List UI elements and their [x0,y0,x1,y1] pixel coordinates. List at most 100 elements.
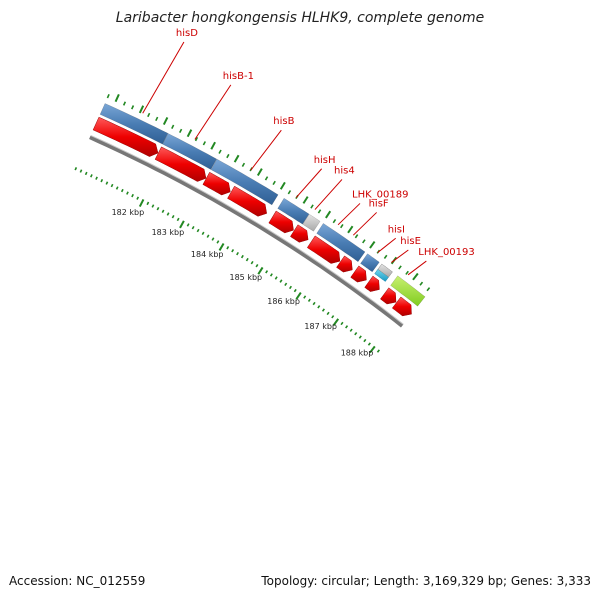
inner-tick [295,292,302,300]
inner-tick [206,234,210,238]
cds-arrow [336,255,353,273]
outer-tick [405,270,409,275]
outer-tick [194,136,199,142]
outer-tick [272,180,276,186]
inner-tick [131,193,134,198]
gene-label: hisE [400,236,421,247]
outer-tick [325,210,332,219]
outer-tick [226,153,230,159]
outer-tick [241,162,246,167]
outer-tick [202,141,207,146]
outer-tick [114,93,120,103]
outer-tick [332,219,337,224]
kbp-label: 188 kbp [341,349,374,358]
gene-leader-line [407,260,427,276]
cds-arrow [350,265,367,283]
outer-tick [131,105,135,110]
outer-tick [179,128,183,134]
inner-tick [376,349,380,353]
inner-tick [100,178,104,183]
cds-arrow [306,235,341,264]
topology-text: Topology: circular; Length: 3,169,329 bp… [261,574,591,588]
outer-tick [383,254,388,259]
inner-tick [84,171,88,176]
outer-tick [264,176,269,181]
inner-tick [146,201,150,206]
outer-tick [419,281,424,286]
cds-arrow [92,116,159,157]
gene-block [390,275,426,307]
inner-tick [367,342,371,346]
backbone-arc [89,135,404,328]
inner-tick [179,220,185,229]
inner-tick [176,217,180,222]
inner-tick [345,325,349,329]
outer-tick [155,116,159,122]
cds-arrow [268,210,294,234]
gene-label: LHK_00193 [418,247,474,258]
inner-tick [288,285,292,290]
inner-tick [171,215,175,219]
inner-tick [354,331,358,336]
gene-leader-line [314,179,343,210]
outer-tick [369,240,376,249]
inner-tick [250,260,254,265]
outer-tick [138,105,145,114]
outer-tick [347,225,354,234]
inner-tick [236,251,239,256]
outer-tick [186,129,193,138]
inner-tick [269,273,273,277]
inner-tick [120,188,124,193]
inner-tick [201,231,205,236]
inner-tick [284,282,288,286]
gene-label: hisI [388,224,405,235]
cds-arrow [391,296,412,317]
inner-tick [274,276,278,280]
gene-block [302,213,321,232]
inner-tick [138,198,145,208]
inner-tick [211,237,215,241]
kbp-label: 183 kbp [152,228,185,237]
inner-tick [332,318,340,326]
kbp-label: 184 kbp [191,250,224,259]
inner-tick [95,176,98,180]
outer-tick [340,224,344,229]
inner-tick [231,248,235,253]
outer-tick [233,154,240,163]
outer-tick [147,112,151,118]
kbp-label: 187 kbp [304,322,337,331]
inner-tick [151,204,155,208]
inner-tick [191,226,195,230]
inner-tick [303,295,307,299]
outer-tick [302,196,309,204]
gene-leader-line [391,249,409,263]
inner-tick [369,345,376,354]
gene-label: hisF [369,198,389,209]
gene-block [99,103,169,145]
inner-tick [166,212,170,216]
cds-arrow [154,146,207,182]
inner-tick [136,196,140,200]
outer-tick [106,94,110,99]
inner-tick [279,279,283,283]
inner-tick [240,254,244,259]
gene-leader-line [295,168,323,198]
inner-tick [317,305,321,309]
inner-tick [226,246,230,250]
gene-leader-line [352,212,377,236]
outer-tick [426,287,431,292]
gene-block [377,263,393,278]
kbp-label: 182 kbp [112,208,145,217]
inner-tick [255,263,259,268]
outer-tick [210,141,216,150]
inner-tick [340,321,344,326]
inner-tick [321,308,325,312]
outer-tick [317,209,322,214]
outer-tick [122,101,127,106]
inner-tick [90,174,93,178]
inner-tick [161,209,165,214]
inner-tick [257,266,264,275]
gene-block [277,197,310,225]
cds-arrow [364,275,380,292]
